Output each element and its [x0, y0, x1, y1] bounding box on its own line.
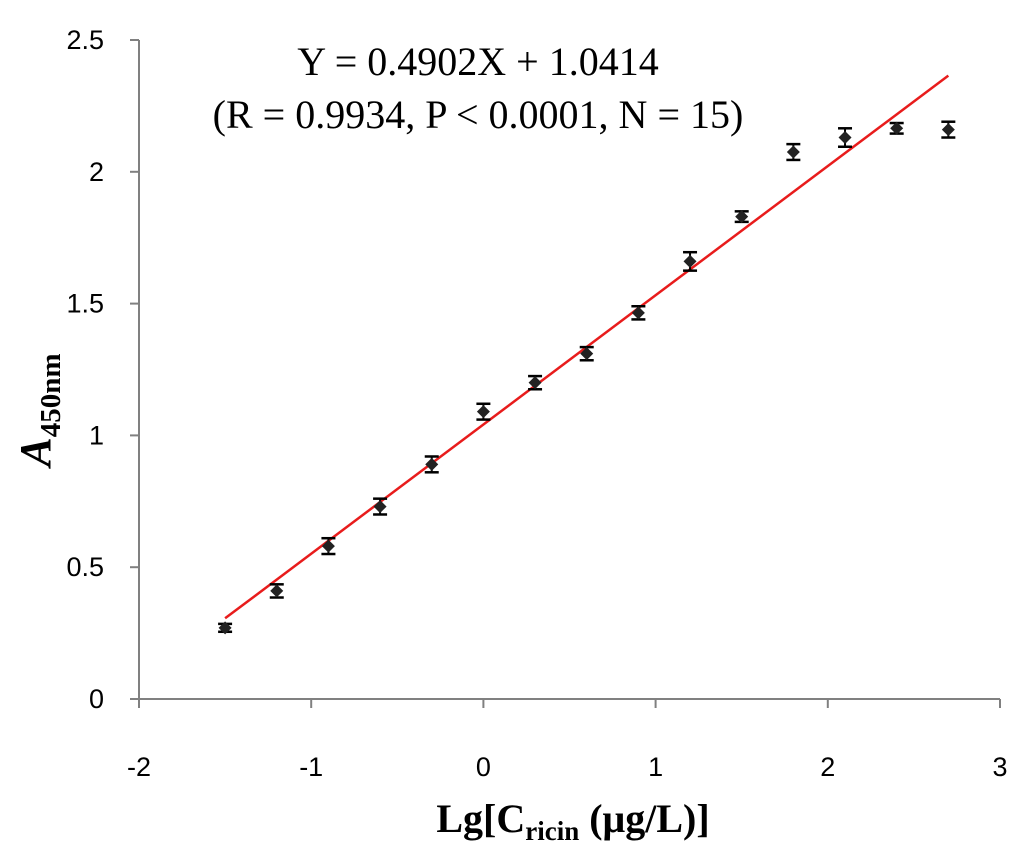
y-axis-title-main: A — [11, 437, 60, 469]
diamond-marker — [683, 254, 697, 268]
equation-line-1: Y = 0.4902X + 1.0414 — [297, 39, 658, 84]
y-axis-title-sub: 450nm — [35, 353, 67, 437]
data-point — [838, 127, 853, 149]
x-axis-title: Lg[Cricin (μg/L)] — [436, 796, 709, 846]
diamond-marker — [838, 131, 852, 145]
diamond-marker — [580, 347, 594, 361]
y-tick-label: 2 — [89, 157, 104, 187]
diamond-marker — [218, 621, 232, 635]
data-point — [424, 455, 439, 474]
x-tick-label: 1 — [648, 752, 663, 782]
data-point — [941, 120, 956, 139]
data-point — [579, 345, 594, 362]
y-tick-label: 1 — [89, 420, 104, 450]
data-point — [218, 621, 233, 635]
equation-line-2: (R = 0.9934, P < 0.0001, N = 15) — [213, 92, 744, 137]
x-axis-title-main: Lg[C — [436, 796, 525, 841]
x-axis-title-rest: (μg/L)] — [579, 796, 709, 841]
x-tick-label: 3 — [992, 752, 1007, 782]
diamond-marker — [321, 539, 335, 553]
diamond-marker — [476, 405, 490, 419]
data-point — [786, 142, 801, 162]
x-tick-label: 0 — [476, 752, 491, 782]
x-tick-label: 2 — [820, 752, 835, 782]
y-tick-label: 1.5 — [66, 289, 104, 319]
data-point — [321, 536, 336, 556]
y-tick-label: 2.5 — [66, 25, 104, 55]
data-points — [218, 120, 956, 635]
data-point — [631, 304, 646, 321]
data-point — [269, 583, 284, 599]
x-axis-title-sub: ricin — [525, 816, 579, 846]
diamond-marker — [786, 145, 800, 159]
data-point — [373, 497, 388, 516]
tick-labels: -2 -1 0 1 2 3 0 0.5 1 1.5 2 2.5 — [66, 25, 1007, 782]
diamond-marker — [890, 121, 904, 135]
y-tick-label: 0.5 — [66, 552, 104, 582]
x-tick-label: -2 — [127, 752, 151, 782]
y-tick-label: 0 — [89, 684, 104, 714]
data-point — [528, 374, 543, 391]
diamond-marker — [941, 123, 955, 137]
data-point — [734, 210, 749, 224]
diamond-marker — [631, 306, 645, 320]
data-point — [683, 250, 698, 272]
data-point — [476, 402, 491, 421]
data-point — [889, 121, 904, 135]
diamond-marker — [373, 500, 387, 514]
diamond-marker — [528, 376, 542, 390]
diamond-marker — [425, 457, 439, 471]
diamond-marker — [270, 584, 284, 598]
diamond-marker — [735, 210, 749, 224]
x-tick-label: -1 — [299, 752, 323, 782]
y-axis-title: A450nm — [11, 353, 67, 469]
axes — [130, 39, 1001, 708]
